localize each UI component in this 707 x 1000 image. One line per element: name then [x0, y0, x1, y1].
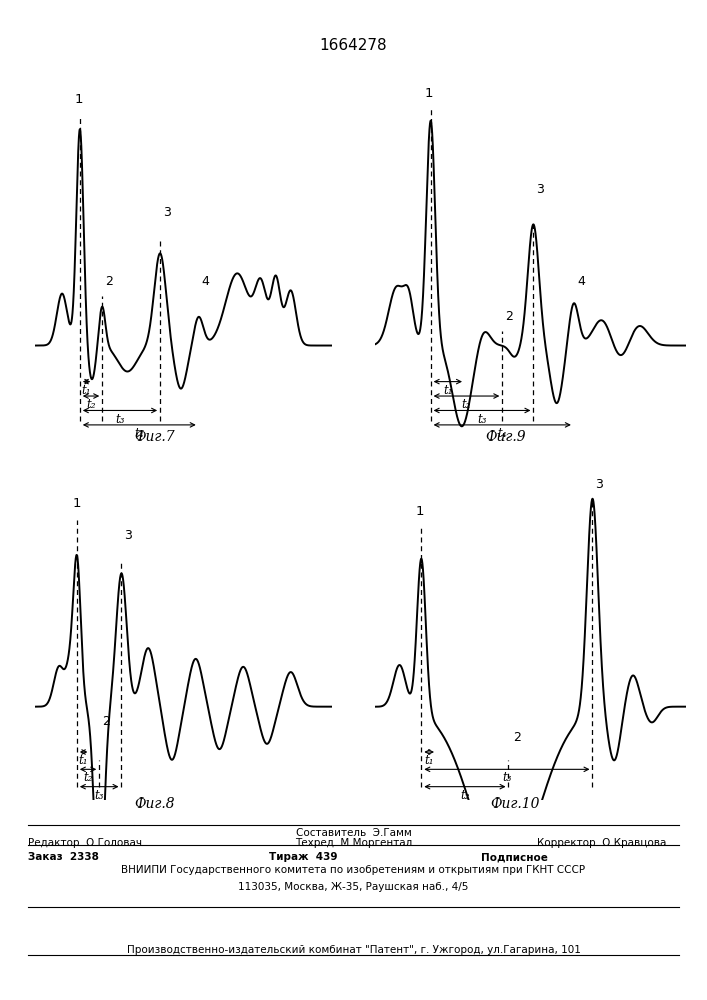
- Text: t₃: t₃: [95, 789, 104, 802]
- Text: 4: 4: [201, 275, 209, 288]
- Text: 3: 3: [537, 183, 544, 196]
- Text: 3: 3: [163, 206, 171, 219]
- Text: t₁: t₁: [79, 754, 88, 767]
- Text: t₂: t₂: [83, 771, 93, 784]
- Text: 2: 2: [513, 731, 521, 744]
- Text: Производственно-издательский комбинат "Патент", г. Ужгород, ул.Гагарина, 101: Производственно-издательский комбинат "П…: [127, 945, 580, 955]
- Text: t₂: t₂: [460, 789, 469, 802]
- Text: t₃: t₃: [115, 413, 124, 426]
- Text: 1664278: 1664278: [320, 38, 387, 53]
- Text: Подписное: Подписное: [481, 852, 548, 862]
- Text: t₁: t₁: [82, 384, 91, 397]
- Text: 113035, Москва, Ж-35, Раушская наб., 4/5: 113035, Москва, Ж-35, Раушская наб., 4/5: [238, 882, 469, 892]
- Text: t₁: t₁: [443, 384, 452, 397]
- Text: t₂: t₂: [86, 398, 95, 411]
- Text: Тираж  439: Тираж 439: [269, 852, 337, 862]
- Text: 2: 2: [105, 275, 113, 288]
- Text: Фиг.9: Фиг.9: [485, 430, 526, 444]
- Text: 3: 3: [595, 478, 604, 491]
- Text: 1: 1: [416, 505, 424, 518]
- Text: 4: 4: [577, 275, 585, 288]
- Text: 2: 2: [505, 310, 513, 323]
- Text: ВНИИПИ Государственного комитета по изобретениям и открытиям при ГКНТ СССР: ВНИИПИ Государственного комитета по изоб…: [122, 865, 585, 875]
- Text: t₄: t₄: [498, 427, 507, 440]
- Text: 3: 3: [124, 529, 132, 542]
- Text: Фиг.8: Фиг.8: [134, 797, 175, 811]
- Text: t₃: t₃: [502, 771, 512, 784]
- Text: Фиг.10: Фиг.10: [490, 797, 539, 811]
- Text: 1: 1: [73, 497, 81, 510]
- Text: Корректор  О.Кравцова: Корректор О.Кравцова: [537, 838, 667, 848]
- Text: Фиг.7: Фиг.7: [134, 430, 175, 444]
- Text: 2: 2: [102, 715, 110, 728]
- Text: t₄: t₄: [134, 427, 144, 440]
- Text: Техред  М.Моргентал: Техред М.Моргентал: [295, 838, 412, 848]
- Text: Редактор  О.Головач: Редактор О.Головач: [28, 838, 142, 848]
- Text: 1: 1: [425, 87, 433, 100]
- Text: Заказ  2338: Заказ 2338: [28, 852, 99, 862]
- Text: t₂: t₂: [462, 398, 472, 411]
- Text: Составитель  Э.Гамм: Составитель Э.Гамм: [296, 828, 411, 838]
- Text: 1: 1: [74, 93, 83, 106]
- Text: t₁: t₁: [424, 754, 434, 767]
- Text: t₃: t₃: [477, 413, 487, 426]
